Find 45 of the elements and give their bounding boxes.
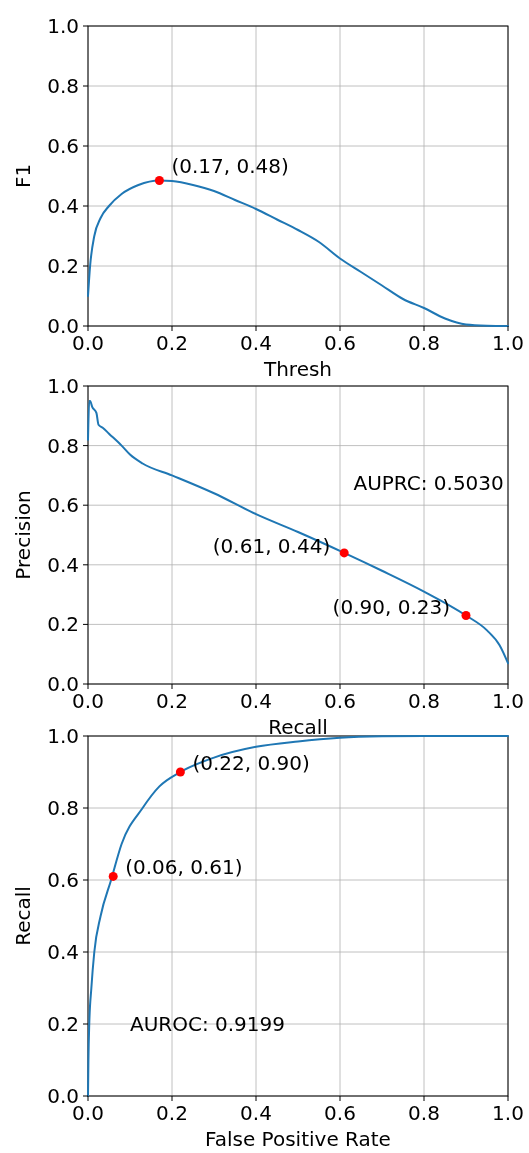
x-tick-label: 0.2 <box>156 689 188 713</box>
y-tick-label: 0.8 <box>47 796 79 820</box>
y-tick-label: 1.0 <box>47 14 79 38</box>
y-axis-title: F1 <box>11 163 35 189</box>
x-tick-label: 0.8 <box>408 331 440 355</box>
y-tick-label: 0.4 <box>47 940 79 964</box>
y-axis-title: Recall <box>11 886 35 946</box>
y-tick-label: 0.4 <box>47 194 79 218</box>
x-tick-label: 0.4 <box>240 689 272 713</box>
x-tick-label: 0.6 <box>324 1101 356 1125</box>
y-tick-label: 0.4 <box>47 552 79 577</box>
x-tick-label: 0.4 <box>240 331 272 355</box>
line-series <box>87 735 509 1097</box>
x-tick-label: 1.0 <box>492 689 524 713</box>
y-tick-label: 0.6 <box>47 493 79 518</box>
y-tick-label: 0.2 <box>47 612 79 637</box>
annotation: (0.61, 0.44) <box>212 533 331 558</box>
y-tick-label: 1.0 <box>47 724 79 748</box>
x-tick-label: 0.8 <box>408 689 440 713</box>
annotation: (0.90, 0.23) <box>332 595 450 620</box>
y-tick-label: 0.2 <box>47 1012 79 1036</box>
x-axis-title: Recall <box>268 715 328 739</box>
x-tick-label: 0.6 <box>324 689 356 713</box>
y-tick-label: 0.8 <box>47 433 79 458</box>
x-tick-label: 1.0 <box>492 331 524 355</box>
y-axis-title: Precision <box>11 490 35 580</box>
y-tick-label: 0.8 <box>47 74 79 98</box>
y-tick-label: 1.0 <box>47 374 79 398</box>
y-tick-label: 0.6 <box>47 134 79 158</box>
annotation: (0.17, 0.48) <box>171 153 289 178</box>
x-tick-label: 0.4 <box>240 1101 272 1125</box>
y-tick-label: 0.2 <box>47 254 79 278</box>
x-tick-label: 0.2 <box>156 1101 188 1125</box>
annotation: (0.22, 0.90) <box>192 751 310 775</box>
line-series <box>87 399 509 665</box>
x-axis-title: Thresh <box>262 357 333 381</box>
x-axis-title: False Positive Rate <box>205 1127 391 1151</box>
x-tick-label: 0.8 <box>408 1101 440 1125</box>
x-tick-label: 0.2 <box>156 331 188 355</box>
x-tick-label: 1.0 <box>492 1101 524 1125</box>
y-tick-label: 0.6 <box>47 868 79 892</box>
annotation: AUPRC: 0.5030 <box>353 471 504 496</box>
annotation: AUROC: 0.9199 <box>130 1012 285 1037</box>
x-tick-label: 0.6 <box>324 331 356 355</box>
annotation: (0.06, 0.61) <box>125 855 243 880</box>
